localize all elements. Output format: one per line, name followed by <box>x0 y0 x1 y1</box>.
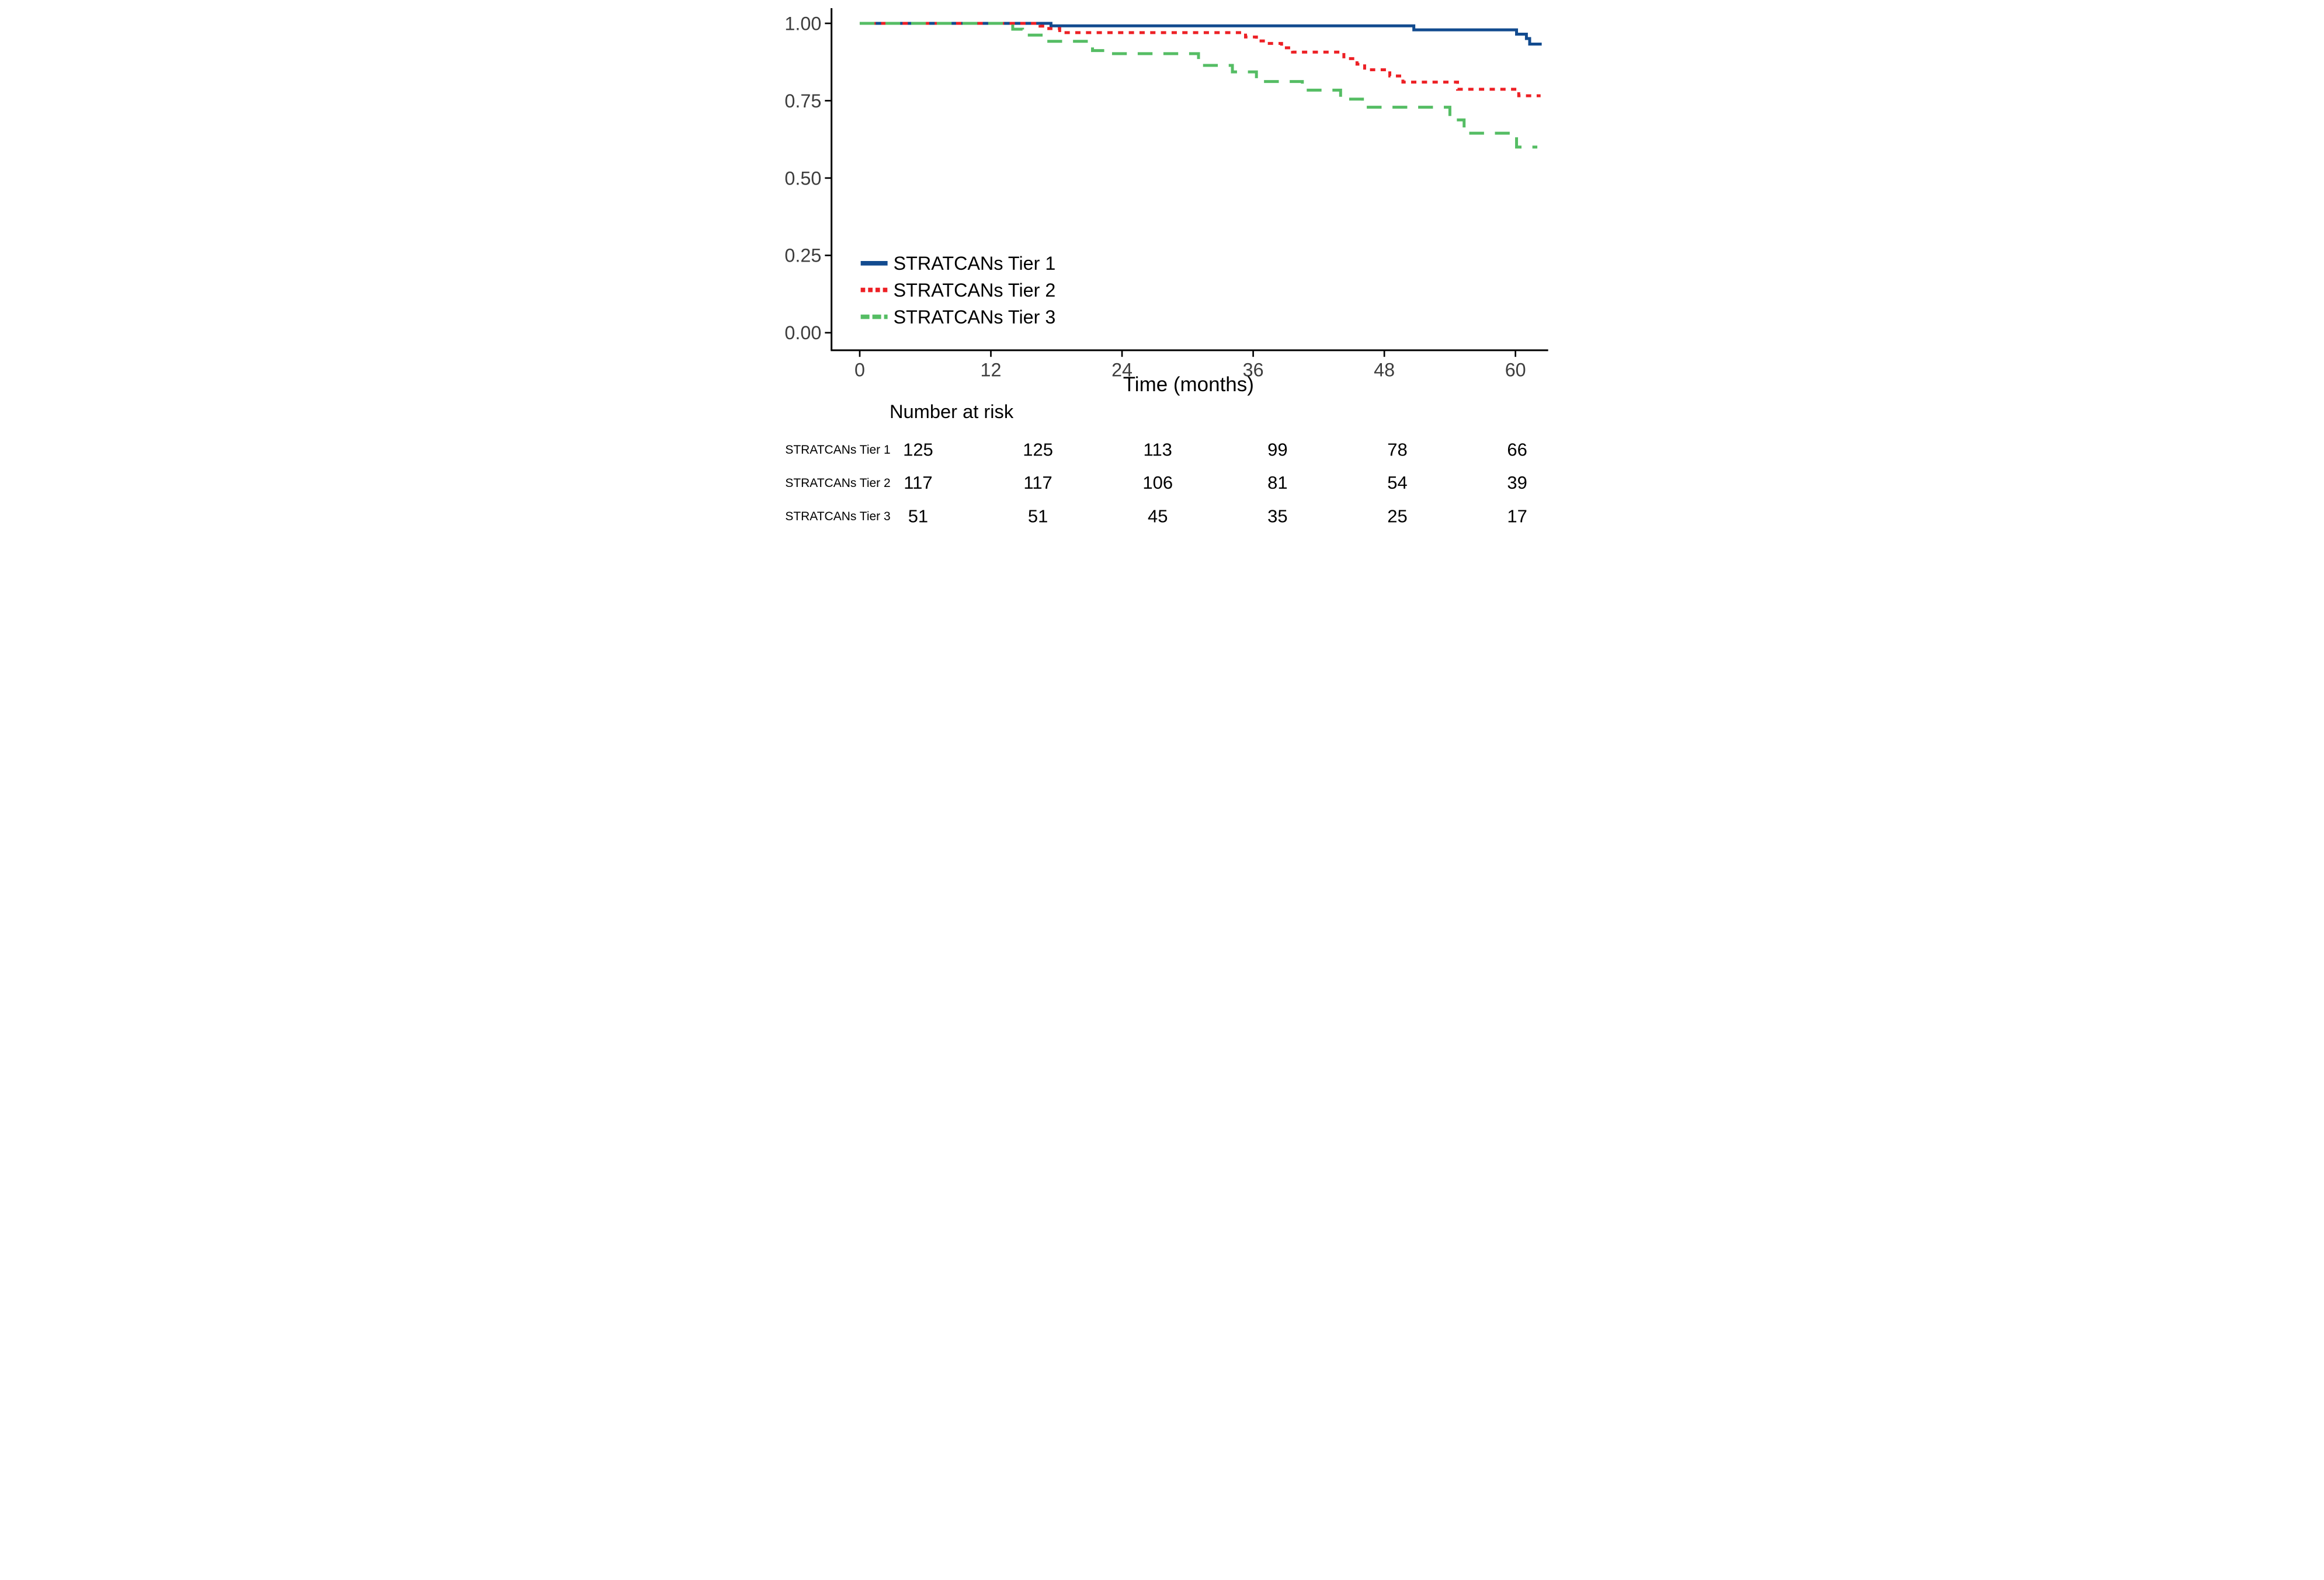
y-tick-label: 0.25 <box>784 245 821 266</box>
x-tick-label: 48 <box>1374 359 1395 380</box>
survival-chart: 1.00 0.75 0.50 0.25 0.00 0 12 24 36 48 60 STRATCAN… <box>774 0 1550 527</box>
risk-count-tier-1-t48: 78 <box>1387 439 1407 460</box>
risk-count-tier-3-t36: 35 <box>1267 506 1287 526</box>
x-tick-label: 24 <box>1111 359 1133 380</box>
risk-count-tier-3-t24: 45 <box>1148 506 1168 526</box>
risk-count-tier-1-t0: 125 <box>903 439 933 460</box>
legend-label-tier-2: STRATCANs Tier 2 <box>893 280 1055 301</box>
risk-count-tier-3-t60: 17 <box>1507 506 1527 526</box>
risk-row-label-tier-1: STRATCANs Tier 1 <box>785 443 890 457</box>
risk-count-tier-1-t24: 113 <box>1143 439 1172 460</box>
legend: STRATCANs Tier 1 STRATCANs Tier 2 STRATCAN… <box>860 253 1055 328</box>
x-tick-label: 12 <box>980 359 1001 380</box>
y-tick-label: 0.50 <box>784 168 821 189</box>
risk-count-tier-3-t48: 25 <box>1387 506 1407 526</box>
risk-count-tier-2-t0: 117 <box>904 472 932 493</box>
survival-curves <box>859 22 1542 149</box>
legend-label-tier-3: STRATCANs Tier 3 <box>893 307 1055 328</box>
survival-curve-tier-1 <box>859 22 1542 46</box>
x-tick-label: 36 <box>1242 359 1263 380</box>
risk-count-tier-1-t12: 125 <box>1023 439 1053 460</box>
risk-count-tier-2-t24: 106 <box>1142 472 1173 493</box>
x-tick-label: 60 <box>1505 359 1526 380</box>
risk-count-tier-2-t12: 117 <box>1023 472 1052 493</box>
risk-count-tier-1-t36: 99 <box>1267 439 1287 460</box>
risk-row-label-tier-2: STRATCANs Tier 2 <box>785 476 890 490</box>
risk-count-tier-1-t60: 66 <box>1507 439 1527 460</box>
risk-table-title: Number at risk <box>889 401 1013 422</box>
risk-row-label-tier-3: STRATCANs Tier 3 <box>785 510 890 523</box>
risk-table: STRATCANs Tier 1 125 125 113 99 78 66 STRATCANs… <box>785 439 1527 526</box>
legend-label-tier-1: STRATCANs Tier 1 <box>893 253 1055 274</box>
axes: 1.00 0.75 0.50 0.25 0.00 0 12 24 36 48 60 <box>784 8 1548 380</box>
risk-count-tier-2-t60: 39 <box>1507 472 1527 493</box>
km-survival-figure: 1.00 0.75 0.50 0.25 0.00 0 12 24 36 48 60 STRATCAN… <box>774 0 1550 527</box>
risk-count-tier-3-t12: 51 <box>1027 506 1047 526</box>
y-tick-label: 0.00 <box>784 322 821 343</box>
risk-count-tier-3-t0: 51 <box>908 506 927 526</box>
x-tick-label: 0 <box>854 359 864 380</box>
survival-curve-tier-3 <box>859 22 1537 149</box>
y-tick-label: 0.75 <box>784 91 821 112</box>
x-axis-title: Time (months) <box>1123 373 1253 396</box>
y-tick-label: 1.00 <box>784 13 821 34</box>
survival-curve-tier-2 <box>859 22 1541 98</box>
risk-count-tier-2-t48: 54 <box>1387 472 1407 493</box>
risk-count-tier-2-t36: 81 <box>1267 472 1287 493</box>
